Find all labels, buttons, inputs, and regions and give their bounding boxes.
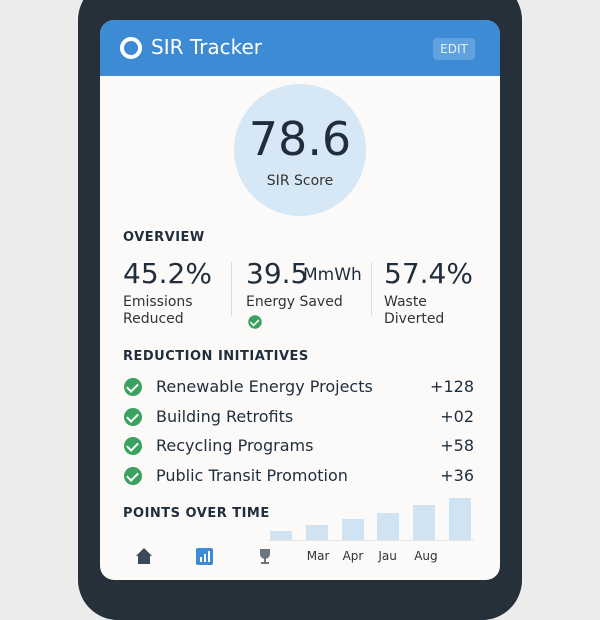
check-icon xyxy=(124,466,142,485)
home-icon[interactable] xyxy=(134,546,154,566)
stat-value: 45.2% xyxy=(123,257,212,290)
initiative-points: +02 xyxy=(440,406,474,426)
page: SIR Tracker EDIT 78.6 SIR Score OVERVIEW… xyxy=(0,0,600,600)
bar xyxy=(413,505,436,540)
bar xyxy=(449,498,471,540)
month-label: Mar xyxy=(306,549,330,563)
score-circle xyxy=(234,84,366,216)
app-icon xyxy=(120,37,142,59)
initiative-points: +128 xyxy=(430,377,474,396)
month-label: Jau xyxy=(378,549,397,563)
chart-baseline xyxy=(268,540,474,541)
bar xyxy=(377,513,400,540)
stat-value: 57.4% xyxy=(384,257,473,290)
stat-label: Emissions Reduced xyxy=(123,294,193,327)
initiative-name: Building Retrofits xyxy=(156,406,294,426)
app-title: SIR Tracker xyxy=(151,35,262,59)
initiative-points: +36 xyxy=(440,465,474,485)
stat-value: 39.5 xyxy=(246,257,309,290)
check-icon xyxy=(124,407,142,426)
month-label: Apr xyxy=(342,549,364,563)
stat-unit: MmWh xyxy=(303,265,362,285)
divider xyxy=(231,262,232,316)
month-label: Aug xyxy=(414,549,438,563)
edit-button[interactable]: EDIT xyxy=(433,38,475,60)
initiative-name: Public Transit Promotion xyxy=(156,465,348,485)
bar xyxy=(270,531,292,540)
divider xyxy=(371,262,372,316)
bar xyxy=(341,519,364,540)
trophy-icon[interactable] xyxy=(256,547,274,565)
chart-icon[interactable] xyxy=(196,548,213,565)
bar xyxy=(305,525,328,540)
check-icon xyxy=(124,378,142,396)
stat-label: Waste Diverted xyxy=(384,294,445,327)
section-title: REDUCTION INITIATIVES xyxy=(123,349,309,364)
section-title: OVERVIEW xyxy=(123,230,205,245)
initiative-name: Renewable Energy Projects xyxy=(156,377,373,396)
check-icon xyxy=(124,437,142,455)
screen: SIR Tracker EDIT 78.6 SIR Score OVERVIEW… xyxy=(100,20,500,580)
score-label: SIR Score xyxy=(266,173,334,189)
initiative-name: Recycling Programs xyxy=(156,436,314,455)
stat-label: Energy Saved xyxy=(246,294,343,310)
section-title: POINTS OVER TIME xyxy=(123,506,270,521)
initiative-points: +58 xyxy=(440,436,474,455)
check-icon xyxy=(248,315,262,329)
header: SIR Tracker EDIT xyxy=(100,20,500,76)
score-value: 78.6 xyxy=(248,112,352,166)
